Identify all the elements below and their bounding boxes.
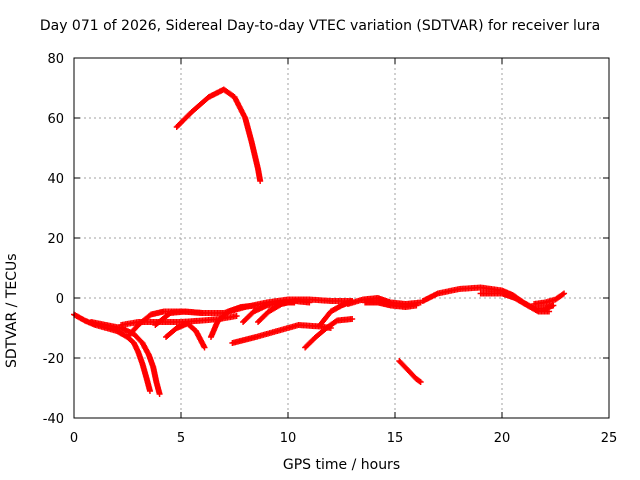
data-point-markers [396,358,424,385]
data-point-markers [88,319,163,397]
y-tick-label: -20 [43,352,64,367]
series-arc-19 [173,86,264,184]
series-arc-7 [207,302,259,340]
data-point-markers [207,302,259,340]
series-arc-17 [477,290,553,315]
data-series [71,86,568,397]
series-arc-15 [396,358,424,385]
data-point-markers [477,290,553,315]
x-tick-label: 5 [177,431,185,446]
data-point-markers [152,308,206,328]
data-point-markers [163,320,208,351]
data-point-markers [173,86,264,184]
y-tick-label: -40 [43,412,64,427]
data-point-markers [531,290,568,307]
x-tick-label: 0 [70,431,78,446]
data-point-markers [362,299,420,310]
data-point-markers [255,298,313,325]
x-tick-label: 10 [280,431,297,446]
x-tick-label: 15 [387,431,404,446]
series-arc-11 [302,316,356,351]
y-tick-label: 40 [47,172,64,187]
x-axis-label: GPS time / hours [282,457,401,473]
y-tick-label: 80 [47,52,64,67]
series-arc-14 [362,299,420,310]
series-arc-2 [88,319,163,397]
data-point-markers [302,316,356,351]
chart-title: Day 071 of 2026, Sidereal Day-to-day VTE… [39,18,601,34]
series-arc-5 [163,320,208,351]
plot-frame [73,57,610,419]
y-tick-label: 0 [56,292,64,307]
axis-ticks: -40 -20 0 20 40 60 80 0 5 10 15 20 25 [43,52,618,446]
series-arc-6 [152,308,206,328]
x-tick-label: 20 [494,431,511,446]
y-tick-label: 20 [47,232,64,247]
series-arc-9 [255,298,313,325]
x-tick-label: 25 [601,431,618,446]
y-tick-label: 60 [47,112,64,127]
series-arc-18 [531,290,568,307]
